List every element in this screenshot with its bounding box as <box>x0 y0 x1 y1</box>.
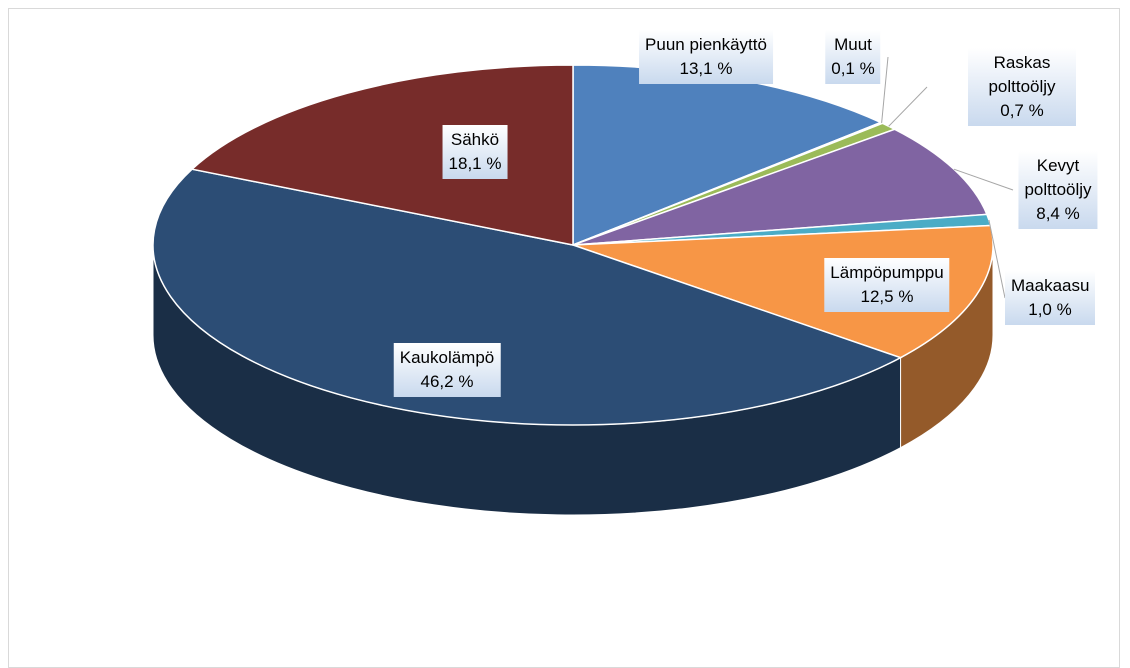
data-label: Raskas polttoöljy 0,7 % <box>968 48 1076 126</box>
value-label: 18,1 % <box>448 154 502 173</box>
pie <box>152 56 1014 516</box>
value-label: 0,7 % <box>1000 101 1044 120</box>
data-label: Kevyt polttoöljy 8,4 % <box>1018 151 1098 229</box>
chart: Puun pienkäyttö 13,1 % Muut 0,1 % Raskas pol… <box>8 8 1120 668</box>
category-name: Kaukolämpö <box>399 348 495 367</box>
category-name: Muut <box>834 35 872 54</box>
category-name: Maakaasu <box>1011 276 1090 295</box>
data-label: Lämpöpumppu 12,5 % <box>824 258 950 312</box>
value-label: 1,0 % <box>1028 300 1072 319</box>
value-label: 0,1 % <box>831 59 875 78</box>
value-label: 8,4 % <box>1036 204 1080 223</box>
leader-line <box>953 168 1014 191</box>
data-label: Muut 0,1 % <box>825 30 881 84</box>
data-label: Kaukolämpö 46,2 % <box>393 343 501 397</box>
data-label: Sähkö 18,1 % <box>442 125 508 179</box>
data-label: Maakaasu 1,0 % <box>1005 271 1095 325</box>
slice <box>572 128 988 246</box>
value-label: 13,1 % <box>679 59 733 78</box>
leader-line <box>988 219 1006 299</box>
value-label: 46,2 % <box>420 372 474 391</box>
data-label: Puun pienkäyttö 13,1 % <box>639 30 773 84</box>
category-name: Lämpöpumppu <box>830 263 944 282</box>
category-name: Raskas polttoöljy <box>988 53 1056 96</box>
value-label: 12,5 % <box>860 287 914 306</box>
slice <box>190 64 574 246</box>
category-name: Sähkö <box>450 130 500 149</box>
category-name: Kevyt polttoöljy <box>1024 156 1092 199</box>
leader-line <box>888 86 928 127</box>
leader-line <box>881 56 889 123</box>
category-name: Puun pienkäyttö <box>645 35 767 54</box>
slice <box>152 168 903 426</box>
